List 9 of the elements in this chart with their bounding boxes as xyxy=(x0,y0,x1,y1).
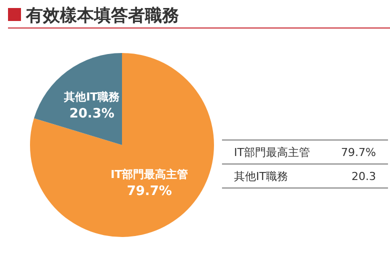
text: 20.3 xyxy=(352,170,376,183)
chart-title: 有效樣本填答者職務 xyxy=(25,6,179,26)
slice-label: IT部門最高主管 xyxy=(110,168,188,181)
text: 其他IT職務 xyxy=(234,170,288,183)
slice-label: 其他IT職務 xyxy=(63,90,121,104)
data-label: 79.7% xyxy=(126,184,172,199)
text: IT部門最高主管 xyxy=(234,146,310,159)
data-label: 20.3% xyxy=(69,106,114,122)
text: 79.7% xyxy=(341,146,376,159)
